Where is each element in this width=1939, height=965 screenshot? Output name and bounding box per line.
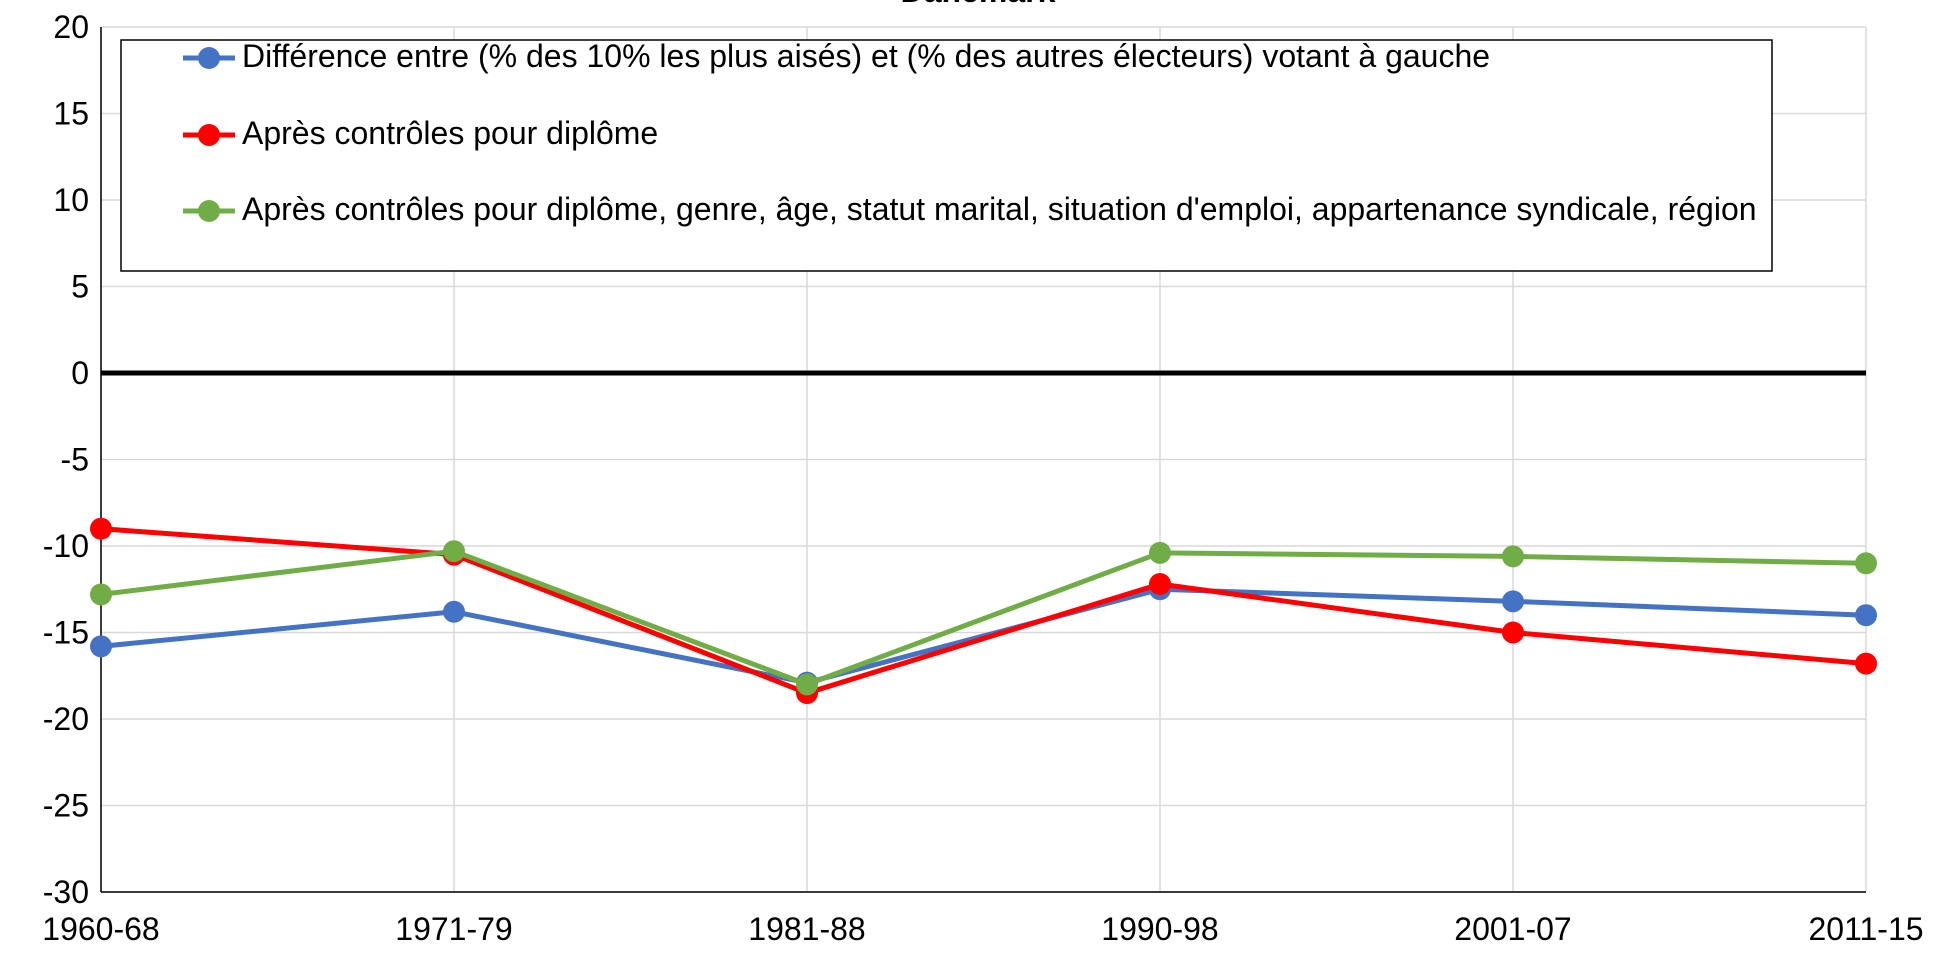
- data-point: [1502, 621, 1524, 644]
- data-point: [1855, 652, 1877, 675]
- legend-entry: Après contrôles pour diplôme: [242, 115, 659, 151]
- x-tick-label: 2001-07: [1454, 911, 1571, 947]
- y-tick-label: 20: [53, 9, 89, 45]
- data-point: [1502, 590, 1524, 613]
- x-tick-label: 1960-68: [42, 911, 159, 947]
- data-point: [1855, 552, 1877, 575]
- legend-marker: [198, 200, 220, 222]
- data-point: [1855, 604, 1877, 627]
- data-point: [1502, 545, 1524, 568]
- data-point: [1149, 573, 1171, 596]
- data-point: [796, 673, 818, 696]
- legend-box: [120, 39, 1773, 272]
- x-tick-label: 1971-79: [395, 911, 512, 947]
- data-point: [443, 600, 465, 623]
- y-tick-label: -5: [61, 442, 89, 478]
- data-point: [90, 583, 112, 606]
- y-tick-label: -25: [43, 788, 89, 824]
- chart-title: Danemark: [901, 0, 1056, 9]
- x-tick-label: 1981-88: [748, 911, 865, 947]
- y-tick-label: 5: [71, 269, 89, 305]
- x-tick-label: 2011-15: [1808, 911, 1923, 947]
- y-tick-label: 15: [53, 96, 89, 132]
- data-point: [90, 517, 112, 540]
- y-tick-label: -15: [43, 615, 89, 651]
- series-line: [100, 548, 1867, 688]
- y-tick-label: -20: [43, 701, 89, 737]
- x-tick-label: 1990-98: [1101, 911, 1218, 947]
- legend-label: Après contrôles pour diplôme, genre, âge…: [242, 191, 1757, 227]
- legend-marker: [198, 124, 220, 146]
- y-tick-label: 10: [53, 182, 89, 218]
- legend-label: Différence entre (% des 10% les plus ais…: [242, 38, 1491, 74]
- y-tick-label: -10: [43, 528, 89, 564]
- y-tick-label: -30: [43, 874, 89, 910]
- legend-marker: [198, 47, 220, 69]
- data-point: [1149, 541, 1171, 564]
- y-tick-label: 0: [71, 355, 89, 391]
- data-point: [443, 540, 465, 563]
- data-point: [90, 635, 112, 658]
- legend-entry: Différence entre (% des 10% les plus ais…: [242, 38, 1491, 74]
- legend-label: Après contrôles pour diplôme: [242, 115, 659, 151]
- series-line: [100, 526, 1867, 696]
- legend-entry: Après contrôles pour diplôme, genre, âge…: [242, 191, 1757, 227]
